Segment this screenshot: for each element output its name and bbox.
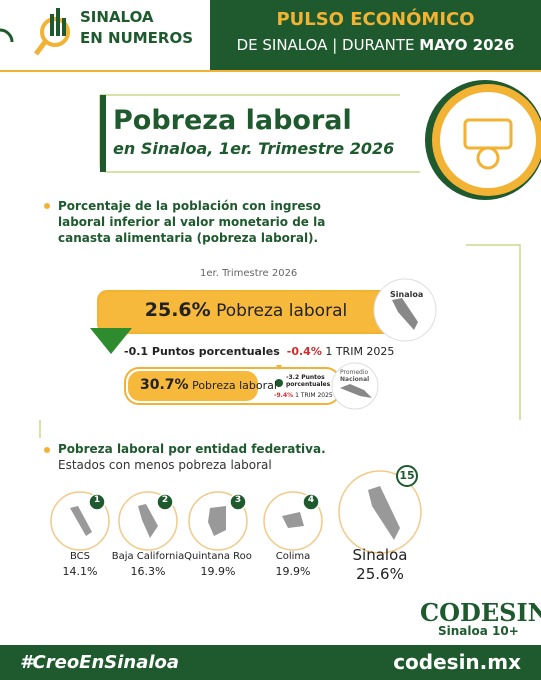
national-kpi: 30.7% Pobreza laboral: [140, 377, 277, 393]
national-yoy-label: 1 TRIM 2025: [295, 392, 333, 399]
hashtag: #CreoEnSinaloa: [20, 652, 180, 673]
description: Porcentaje de la población con ingreso l…: [58, 199, 326, 245]
section-title: Pobreza laboral: [113, 105, 352, 136]
national-yoy: -9.4%: [274, 392, 294, 399]
state-name: Baja California: [111, 551, 185, 562]
sinaloa-yoy-label: 1 TRIM 2025: [325, 345, 395, 358]
brand-sub: Sinaloa 10+: [438, 624, 519, 638]
sinaloa-change-row: -0.1 Puntos porcentuales -0.4% 1 TRIM 20…: [124, 345, 394, 358]
national-region: Promedio Nacional: [340, 369, 369, 383]
header-subtitle-bold: MAYO 2026: [419, 36, 515, 54]
logo-line2: EN NUMEROS: [80, 29, 194, 47]
state-rank: 3: [234, 495, 242, 505]
sinaloa-change: -0.1 Puntos porcentuales: [124, 345, 280, 358]
sinaloa-rank: 15: [399, 469, 415, 482]
sinaloa-kpi: 25.6% Pobreza laboral: [99, 299, 393, 321]
state-value: 16.3%: [130, 565, 166, 578]
header-subtitle: DE SINALOA | DURANTE MAYO 2026: [210, 36, 541, 54]
national-label: Pobreza laboral: [192, 379, 277, 392]
state-value: 19.9%: [200, 565, 236, 578]
header-title: PULSO ECONÓMICO: [276, 9, 475, 30]
state-rank: 1: [93, 495, 101, 505]
sinaloa-value: 25.6%: [144, 299, 211, 321]
state-value: 19.9%: [275, 565, 311, 578]
state-name: Quintana Roo: [184, 551, 252, 562]
sinaloa-state-value: 25.6%: [356, 565, 404, 583]
header-subtitle-prefix: DE SINALOA | DURANTE: [236, 36, 415, 54]
sinaloa-label: Pobreza laboral: [216, 301, 348, 321]
logo-line1: SINALOA: [80, 8, 154, 26]
url: codesin.mx: [393, 650, 521, 674]
period: 1er. Trimestre 2026: [200, 268, 298, 279]
national-region-line1: Promedio: [340, 369, 369, 376]
national-change: -3.2 Puntos porcentuales: [286, 374, 331, 388]
states-subtitle: Estados con menos pobreza laboral: [58, 458, 272, 472]
national-value: 30.7%: [140, 377, 189, 393]
sinaloa-region: Sinaloa: [390, 290, 424, 299]
state-name: Colima: [275, 551, 311, 562]
sinaloa-state-name: Sinaloa: [352, 546, 408, 564]
section-subtitle: en Sinaloa, 1er. Trimestre 2026: [113, 139, 395, 158]
states-title: Pobreza laboral por entidad federativa.: [58, 442, 326, 456]
brand: CODESIN: [420, 598, 541, 627]
state-name: BCS: [69, 551, 90, 562]
state-value: 14.1%: [62, 565, 98, 578]
sinaloa-yoy: -0.4%: [286, 345, 322, 358]
state-rank: 4: [307, 495, 315, 505]
state-rank: 2: [161, 495, 169, 505]
national-region-line2: Nacional: [340, 376, 370, 383]
national-yoy-row: -9.4% 1 TRIM 2025: [274, 392, 333, 399]
